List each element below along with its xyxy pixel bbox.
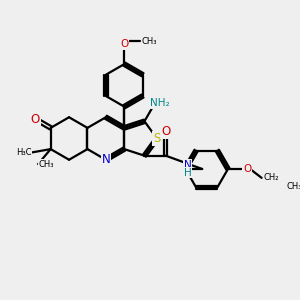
Text: NH₂: NH₂ <box>150 98 169 108</box>
Text: H: H <box>184 168 191 178</box>
Text: O: O <box>243 164 252 174</box>
Text: N: N <box>101 153 110 166</box>
Text: N: N <box>184 160 191 170</box>
Text: CH₃: CH₃ <box>38 160 54 169</box>
Text: CH₃: CH₃ <box>286 182 300 191</box>
Text: O: O <box>31 112 40 125</box>
Text: O: O <box>120 39 128 49</box>
Text: CH₃: CH₃ <box>142 37 158 46</box>
Text: H₃C: H₃C <box>16 148 32 157</box>
Text: O: O <box>161 125 170 138</box>
Text: S: S <box>153 132 161 145</box>
Text: CH₂: CH₂ <box>263 173 279 182</box>
